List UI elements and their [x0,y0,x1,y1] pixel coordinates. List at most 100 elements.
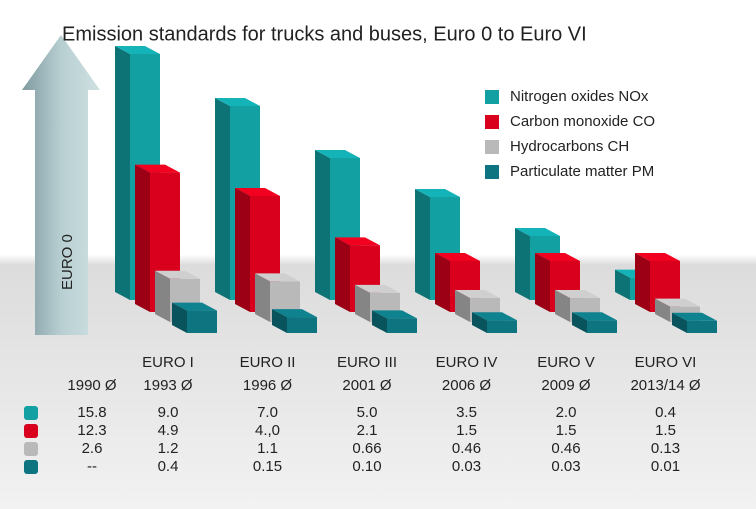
bar-side [615,269,630,300]
table-value: 2.1 [357,422,378,439]
bar-side [135,164,150,312]
row-swatch [24,442,38,456]
bar-top [315,150,360,158]
bar-top [515,228,560,236]
bar-top [672,312,717,321]
chart-title: Emission standards for trucks and buses,… [62,23,587,45]
table-value: 15.8 [77,404,106,421]
table-value: 1.5 [556,422,577,439]
table-value: 1.5 [655,422,676,439]
table-value: 0.03 [452,458,481,475]
bar-top [572,312,617,321]
table-value: 9.0 [158,404,179,421]
bar-side [415,189,430,300]
bar-top [555,290,600,299]
legend-label: Nitrogen oxides NOx [510,88,649,105]
table-value: 0.66 [352,440,381,457]
bar-side [235,188,250,312]
bar-side [215,98,230,300]
bar-top [172,302,217,311]
bar-top [372,310,417,319]
table-value: 5.0 [357,404,378,421]
bar-top [655,298,700,307]
bar-top [255,273,300,282]
table-value: 0.13 [651,440,680,457]
table-value: 2.0 [556,404,577,421]
table-value: 4.,0 [255,422,280,439]
bar-side [455,290,470,322]
column-header: EURO III [337,354,397,371]
bar-side [635,253,650,312]
euro0-label: EURO 0 [59,234,76,290]
bar-top [472,312,517,321]
legend-swatch [485,140,499,154]
bar-side [315,150,330,300]
bar [387,318,417,333]
bar [187,310,217,333]
euro0-arrow [22,35,100,335]
table-value: 1.2 [158,440,179,457]
bar [487,320,517,333]
table-value: 0.15 [253,458,282,475]
bar-top [215,98,260,106]
table-value: 2.6 [82,440,103,457]
column-year: 1990 Ø [67,377,117,394]
bar [687,320,717,333]
table-value: -- [87,458,97,475]
column-header: EURO I [142,354,194,371]
bar-side [272,309,287,333]
column-header: EURO V [537,354,595,371]
legend-label: Particulate matter PM [510,163,654,180]
bar-top [115,46,160,54]
bar-side [655,298,670,322]
column-year: 1993 Ø [143,377,193,394]
table-value: 0.4 [655,404,676,421]
legend-label: Hydrocarbons CH [510,138,629,155]
bar-side [535,253,550,312]
bar-top [635,253,680,261]
bar-side [335,237,350,312]
bar-top [435,253,480,261]
bar-side [555,290,570,322]
table-value: 1.5 [456,422,477,439]
bar-side [115,46,130,300]
column-year: 2013/14 Ø [630,377,700,394]
bar-side [172,302,187,333]
bar-top [535,253,580,261]
bar-top [335,237,380,246]
bar-top [355,284,400,293]
table-value: 0.46 [452,440,481,457]
row-swatch [24,460,38,474]
column-year: 2009 Ø [541,377,591,394]
bar-side [155,270,170,322]
bar-side [472,312,487,333]
column-year: 2006 Ø [442,377,492,394]
legend-swatch [485,115,499,129]
table-value: 0.46 [551,440,580,457]
bar-top [272,309,317,318]
legend-swatch [485,90,499,104]
bar-side [515,228,530,300]
table-value: 12.3 [77,422,106,439]
bar-top [415,189,460,197]
column-year: 1996 Ø [243,377,293,394]
column-year: 2001 Ø [342,377,392,394]
table-value: 0.10 [352,458,381,475]
bar-top [455,290,500,299]
table-value: 0.03 [551,458,580,475]
table-value: 0.01 [651,458,680,475]
table-value: 3.5 [456,404,477,421]
bar-top [235,188,280,196]
table-value: 1.1 [257,440,278,457]
bar-top [155,270,200,279]
bar-side [572,312,587,333]
bar-side [372,310,387,333]
bar [587,320,617,333]
table-value: 4.9 [158,422,179,439]
bar-side [672,312,687,333]
table-value: 0.4 [158,458,179,475]
legend-swatch [485,165,499,179]
bar-side [355,284,370,322]
table-value: 7.0 [257,404,278,421]
